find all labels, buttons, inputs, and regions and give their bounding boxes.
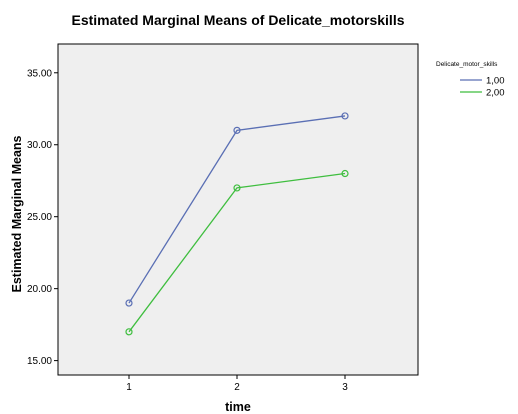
legend: Delicate_motor_skills 1,002,00: [436, 61, 505, 99]
data-point: [233, 126, 241, 134]
x-tick-label: 1: [126, 382, 132, 393]
x-axis-ticks: 1 2 3: [126, 375, 348, 393]
y-tick-label: 25.00: [27, 212, 52, 223]
y-tick-label: 15.00: [27, 356, 52, 367]
y-axis-label: Estimated Marginal Means: [10, 135, 24, 292]
x-tick-label: 3: [342, 382, 348, 393]
data-point: [125, 299, 133, 307]
data-point: [233, 184, 241, 192]
plot-area: [57, 43, 419, 376]
y-tick-label: 35.00: [27, 68, 52, 79]
data-point: [341, 169, 349, 178]
legend-title: Delicate_motor_skills: [436, 61, 498, 68]
y-tick-label: 20.00: [27, 284, 52, 295]
series-line-1: [128, 115, 346, 304]
legend-items: 1,002,00: [460, 76, 505, 99]
chart-title: Estimated Marginal Means of Delicate_mot…: [72, 12, 405, 28]
series-layer: [125, 112, 349, 336]
legend-label: 1,00: [486, 76, 505, 87]
y-axis-ticks: 15.00 20.00 25.00 30.00 35.00: [27, 68, 58, 367]
y-tick-label: 30.00: [27, 140, 52, 151]
x-tick-label: 2: [234, 382, 240, 393]
series-line-2: [128, 172, 346, 333]
data-point: [341, 112, 349, 120]
data-point: [125, 328, 133, 336]
legend-label: 2,00: [486, 88, 505, 99]
x-axis-label: time: [225, 400, 251, 414]
